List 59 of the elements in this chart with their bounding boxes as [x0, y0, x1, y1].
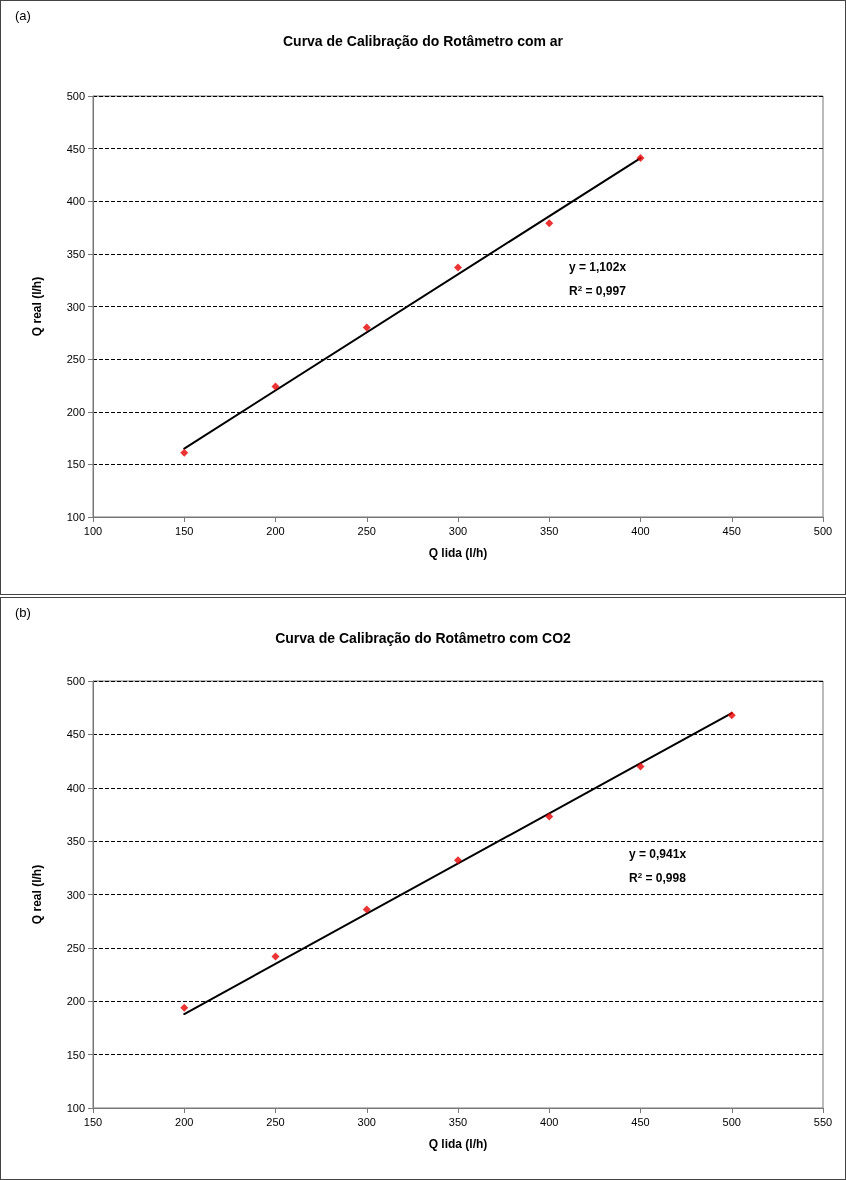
- point: [271, 382, 280, 391]
- x-tick-label: 350: [448, 1115, 468, 1128]
- x-tick-label: 350: [540, 524, 559, 537]
- y-tick-label: 200: [66, 405, 85, 418]
- x-tick-label: 400: [631, 524, 650, 537]
- y-tick-label: 500: [66, 675, 85, 687]
- y-tick-label: 350: [66, 835, 85, 848]
- y-tick-label: 150: [66, 1048, 85, 1061]
- y-tick-label: 400: [66, 781, 85, 794]
- x-tick-label: 250: [266, 1115, 285, 1128]
- x-tick-label: 500: [813, 524, 833, 537]
- x-tick-label: 500: [722, 1115, 741, 1128]
- point: [727, 711, 736, 720]
- point: [636, 762, 645, 771]
- point: [545, 219, 554, 228]
- x-tick-label: 100: [83, 524, 103, 537]
- x-tick-label: 300: [448, 524, 468, 537]
- x-tick-label: 150: [83, 1115, 103, 1128]
- x-tick-label: 300: [357, 1115, 376, 1128]
- point: [362, 905, 371, 914]
- y-tick-label: 100: [66, 511, 85, 523]
- point: [454, 263, 462, 272]
- point: [636, 154, 645, 163]
- text: (b): [15, 605, 31, 620]
- text: (a): [15, 8, 31, 23]
- point: [454, 856, 462, 865]
- y-axis-title: Q real (l/h): [30, 276, 44, 337]
- point: [271, 952, 280, 961]
- point: [180, 1003, 189, 1012]
- x-axis-title: Q lida (l/h): [428, 1137, 488, 1151]
- y-tick-label: 450: [66, 142, 85, 155]
- x-tick-label: 400: [540, 1115, 559, 1128]
- point: [545, 812, 554, 821]
- x-axis-title: Q lida (l/h): [428, 546, 488, 560]
- y-axis-title: Q real (l/h): [30, 864, 44, 925]
- y-tick-label: 200: [66, 995, 85, 1008]
- annotation: y = 0,941x: [629, 847, 687, 861]
- x-tick-label: 150: [175, 524, 194, 537]
- y-tick-label: 350: [66, 247, 85, 260]
- y-tick-label: 300: [66, 300, 85, 313]
- point: [180, 448, 189, 457]
- x-tick-label: 200: [175, 1115, 194, 1128]
- point: [362, 323, 371, 332]
- y-tick-label: 500: [66, 90, 85, 102]
- x-tick-label: 550: [813, 1115, 833, 1128]
- chart-title: Curva de Calibração do Rotâmetro com CO2: [275, 630, 572, 646]
- y-tick-label: 450: [66, 728, 85, 741]
- y-tick-label: 100: [66, 1102, 85, 1114]
- x-tick-label: 450: [631, 1115, 650, 1128]
- y-tick-label: 300: [66, 888, 85, 901]
- y-tick-label: 250: [66, 941, 85, 954]
- annotation: y = 1,102x: [569, 260, 627, 274]
- y-tick-label: 250: [66, 353, 85, 366]
- x-tick-label: 200: [266, 524, 285, 537]
- y-tick-label: 150: [66, 458, 85, 471]
- chart-title: Curva de Calibração do Rotâmetro com ar: [282, 33, 564, 49]
- x-tick-label: 250: [357, 524, 376, 537]
- y-tick-label: 400: [66, 195, 85, 208]
- x-tick-label: 450: [722, 524, 741, 537]
